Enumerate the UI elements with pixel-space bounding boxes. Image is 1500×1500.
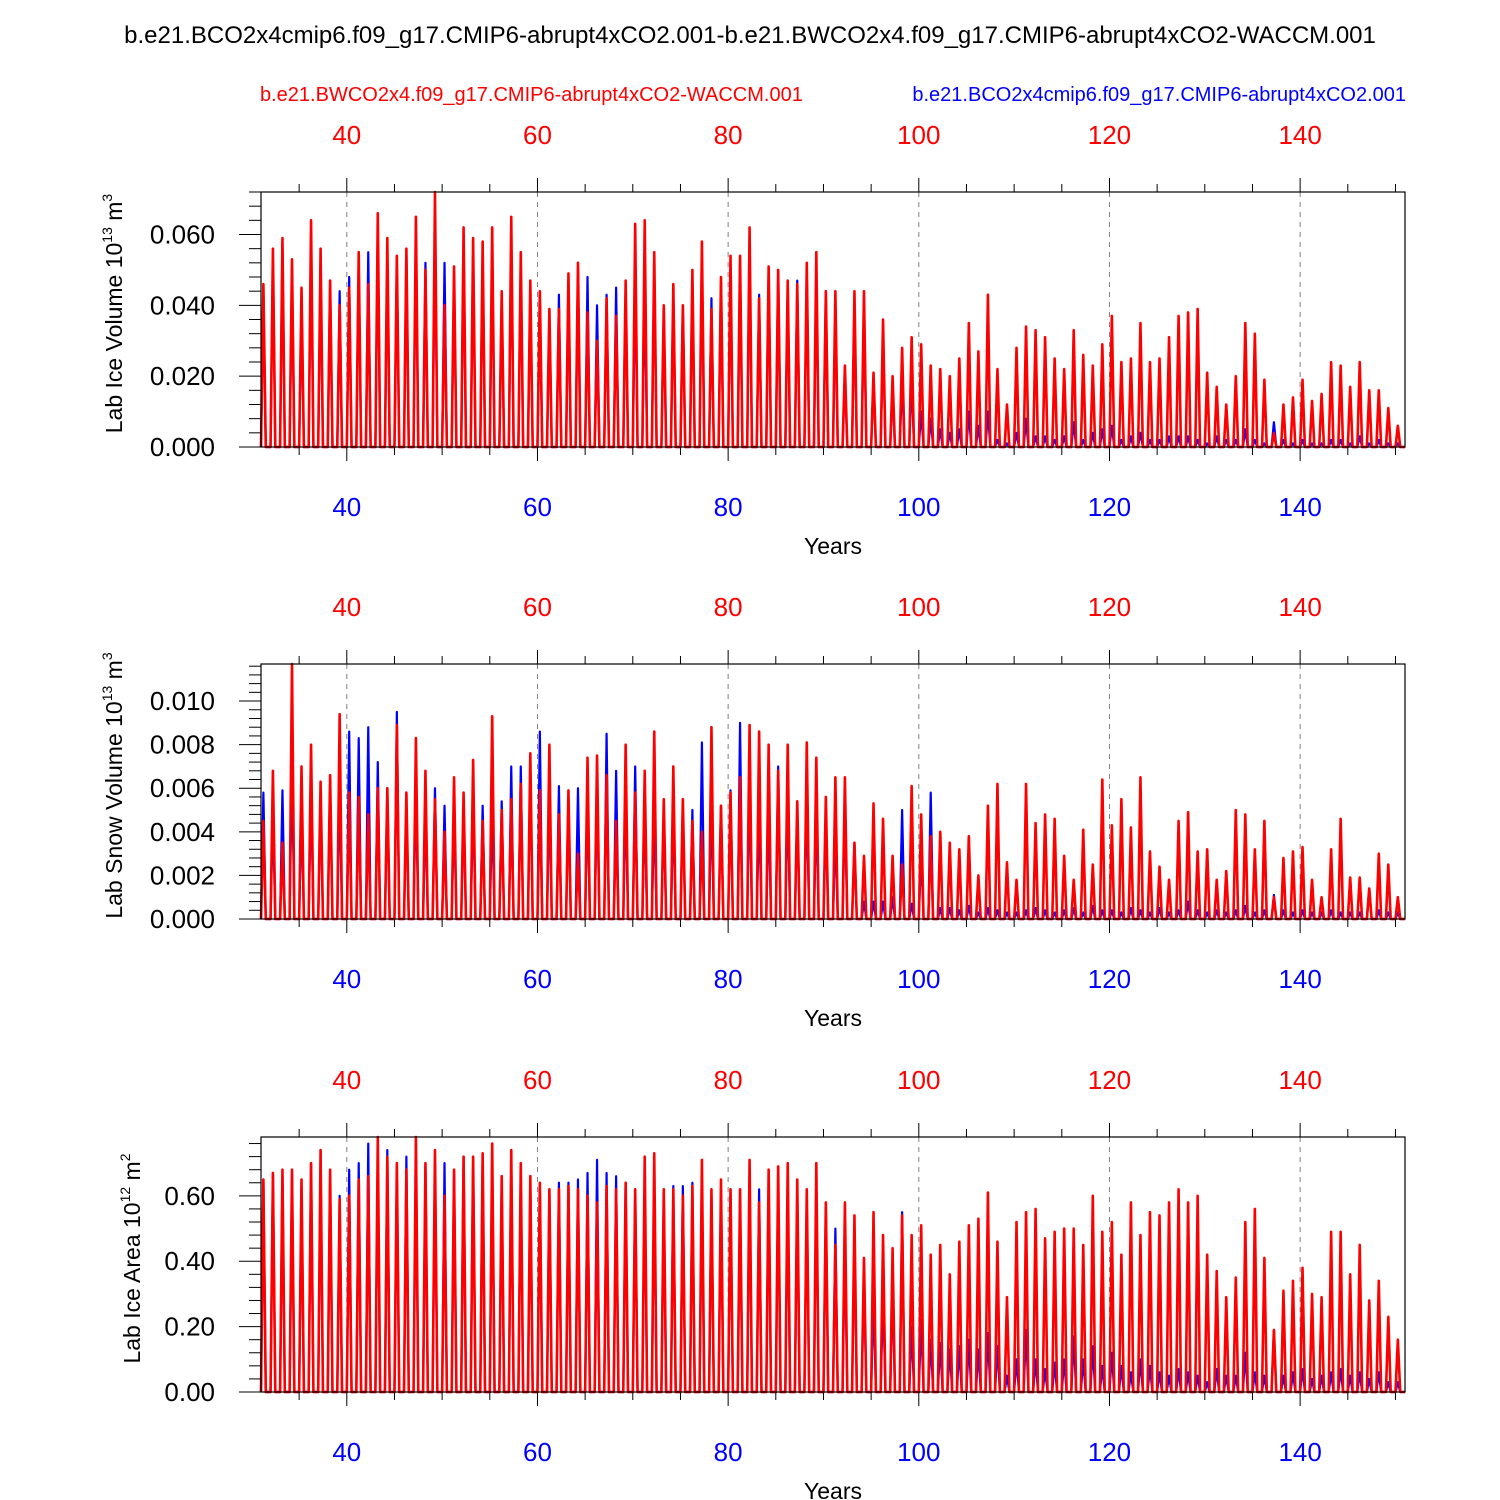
x-tick-label-bottom: 100 (897, 1437, 940, 1467)
panel-1: 40 40 60 60 80 80 100 100 120 120 140 140 0.000 0.020… (99, 120, 1406, 559)
y-label-units-base: 10 (101, 701, 127, 727)
x-tick-label-bottom: 120 (1088, 492, 1131, 522)
y-tick-label: 0.008 (150, 730, 215, 760)
y-label-units-exponent: 12 (117, 1187, 133, 1203)
x-tick-label-top: 80 (714, 120, 743, 150)
y-label-units-unit: m (101, 660, 127, 686)
x-tick-label-bottom: 40 (332, 1437, 361, 1467)
x-tick-label-top: 80 (714, 592, 743, 622)
y-axis-label: Lab Ice Volume 1013 m3 (99, 194, 127, 434)
y-tick-label: 0.006 (150, 773, 215, 803)
y-label-units-power: 2 (117, 1153, 133, 1161)
x-tick-label-top: 140 (1278, 120, 1321, 150)
x-axis-label: Years (804, 1005, 862, 1031)
y-tick-label: 0.60 (164, 1181, 215, 1211)
x-tick-label-bottom: 80 (714, 1437, 743, 1467)
x-tick-label-bottom: 140 (1278, 492, 1321, 522)
x-tick-label-bottom: 40 (332, 492, 361, 522)
y-tick-label: 0.004 (150, 817, 215, 847)
series-red-line (259, 1135, 1405, 1394)
panel-3: 40 40 60 60 80 80 100 100 120 120 140 140 0.00 0.20 0.… (117, 1065, 1406, 1500)
legend-case-blue: b.e21.BCO2x4cmip6.f09_g17.CMIP6-abrupt4x… (912, 84, 1406, 106)
y-label-units-unit: m (119, 1161, 145, 1187)
x-tick-label-top: 140 (1278, 1065, 1321, 1095)
x-tick-label-bottom: 60 (523, 1437, 552, 1467)
x-axis-label: Years (804, 1478, 862, 1500)
x-tick-label-bottom: 60 (523, 964, 552, 994)
plot-frame (260, 663, 1406, 920)
y-tick-label: 0.002 (150, 860, 215, 890)
x-tick-label-top: 60 (523, 120, 552, 150)
y-tick-label: 0.000 (150, 432, 215, 462)
x-tick-label-top: 120 (1088, 120, 1131, 150)
y-label-name: Lab Snow Volume (101, 727, 127, 919)
y-tick-label: 0.060 (150, 220, 215, 250)
y-label-units-base: 10 (101, 243, 127, 269)
series-red-line (259, 662, 1405, 921)
x-tick-label-bottom: 100 (897, 964, 940, 994)
y-axis-label: Lab Snow Volume 1013 m3 (99, 652, 127, 919)
x-tick-label-top: 60 (523, 592, 552, 622)
x-tick-label-bottom: 120 (1088, 1437, 1131, 1467)
x-tick-label-top: 120 (1088, 592, 1131, 622)
panels-group: 40 40 60 60 80 80 100 100 120 120 140 140 0.000 0.020… (99, 120, 1406, 1500)
y-tick-label: 0.00 (164, 1377, 215, 1407)
x-tick-label-top: 60 (523, 1065, 552, 1095)
x-tick-label-top: 40 (332, 1065, 361, 1095)
y-label-units-base: 10 (119, 1202, 145, 1228)
x-tick-label-bottom: 40 (332, 964, 361, 994)
y-label-units-exponent: 13 (99, 685, 115, 701)
figure-title: b.e21.BCO2x4cmip6.f09_g17.CMIP6-abrupt4x… (124, 22, 1376, 49)
y-label-units-power: 3 (99, 652, 115, 660)
y-label-units-unit: m (101, 202, 127, 228)
y-tick-label: 0.020 (150, 361, 215, 391)
y-axis-label: Lab Ice Area 1012 m2 (117, 1153, 145, 1363)
x-tick-label-top: 100 (897, 592, 940, 622)
y-label-units-power: 3 (99, 194, 115, 202)
x-tick-label-top: 40 (332, 120, 361, 150)
x-tick-label-bottom: 140 (1278, 964, 1321, 994)
x-tick-label-top: 80 (714, 1065, 743, 1095)
x-tick-label-top: 100 (897, 120, 940, 150)
y-tick-label: 0.40 (164, 1246, 215, 1276)
x-tick-label-top: 40 (332, 592, 361, 622)
y-tick-label: 0.040 (150, 290, 215, 320)
x-axis-label: Years (804, 533, 862, 559)
legend-case-red: b.e21.BWCO2x4.f09_g17.CMIP6-abrupt4xCO2-… (260, 84, 803, 106)
x-tick-label-bottom: 80 (714, 964, 743, 994)
y-tick-label: 0.010 (150, 686, 215, 716)
x-tick-label-bottom: 80 (714, 492, 743, 522)
y-label-units-exponent: 13 (99, 227, 115, 243)
y-tick-label: 0.20 (164, 1312, 215, 1342)
x-tick-label-bottom: 60 (523, 492, 552, 522)
x-tick-label-bottom: 140 (1278, 1437, 1321, 1467)
y-tick-label: 0.000 (150, 904, 215, 934)
x-tick-label-top: 100 (897, 1065, 940, 1095)
x-tick-label-bottom: 100 (897, 492, 940, 522)
plot-frame (260, 1136, 1406, 1393)
y-label-name: Lab Ice Volume (101, 268, 127, 433)
series-red-line (259, 190, 1405, 449)
panel-2: 40 40 60 60 80 80 100 100 120 120 140 140 0.000 0.002… (99, 592, 1406, 1031)
y-label-name: Lab Ice Area (119, 1228, 145, 1364)
x-tick-label-top: 120 (1088, 1065, 1131, 1095)
x-tick-label-bottom: 120 (1088, 964, 1131, 994)
x-tick-label-top: 140 (1278, 592, 1321, 622)
